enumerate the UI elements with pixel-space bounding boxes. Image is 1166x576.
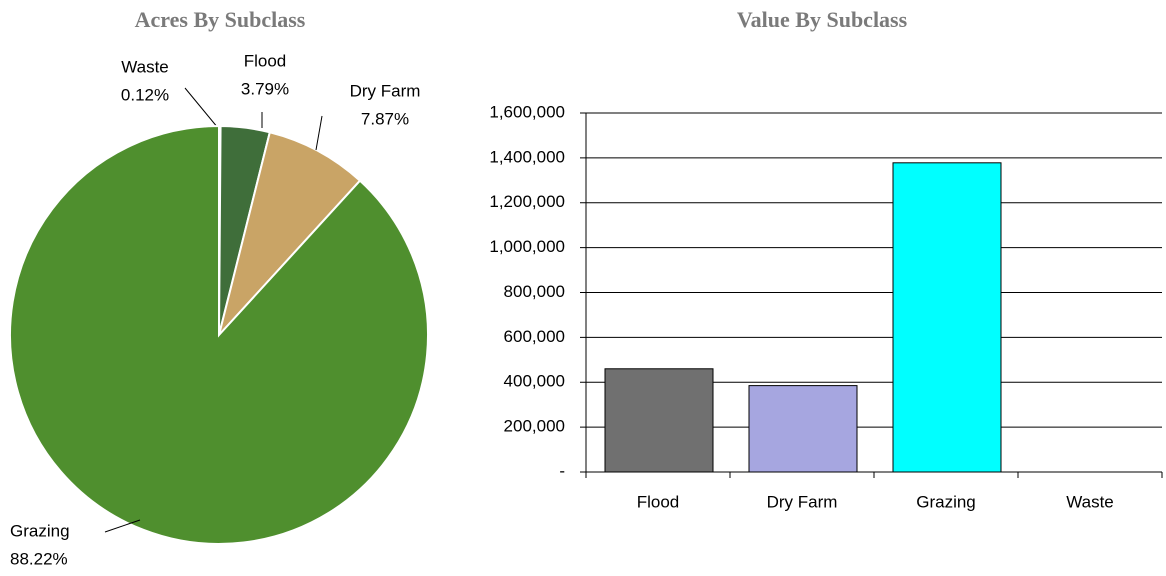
y-tick-label: 800,000: [504, 282, 565, 301]
pie-value-label: 7.87%: [361, 109, 409, 128]
pie-label: Grazing: [10, 521, 70, 540]
page: Acres By Subclass Value By Subclass Wast…: [0, 0, 1166, 576]
pie-value-label: 3.79%: [241, 79, 289, 98]
bar: [749, 386, 857, 472]
pie-value-label: 88.22%: [10, 549, 68, 568]
x-tick-label: Dry Farm: [767, 492, 838, 511]
leader-line: [316, 116, 322, 150]
y-tick-label: 1,600,000: [489, 102, 565, 121]
pie-title: Acres By Subclass: [135, 7, 306, 32]
y-tick-label: 1,000,000: [489, 237, 565, 256]
pie-slice: [10, 126, 428, 544]
x-tick-label: Waste: [1066, 492, 1114, 511]
x-tick-label: Flood: [637, 492, 680, 511]
pie-label: Dry Farm: [350, 81, 421, 100]
bar: [893, 163, 1001, 472]
y-tick-label: 600,000: [504, 327, 565, 346]
y-tick-label: -: [559, 461, 565, 480]
y-tick-label: 1,200,000: [489, 192, 565, 211]
pie-label: Flood: [244, 51, 287, 70]
bar-title: Value By Subclass: [737, 7, 908, 32]
pie-label: Waste: [121, 57, 169, 76]
pie-value-label: 0.12%: [121, 85, 169, 104]
x-tick-label: Grazing: [916, 492, 976, 511]
y-tick-label: 200,000: [504, 417, 565, 436]
bar: [605, 369, 713, 472]
y-tick-label: 400,000: [504, 372, 565, 391]
y-tick-label: 1,400,000: [489, 147, 565, 166]
leader-line: [185, 88, 218, 128]
